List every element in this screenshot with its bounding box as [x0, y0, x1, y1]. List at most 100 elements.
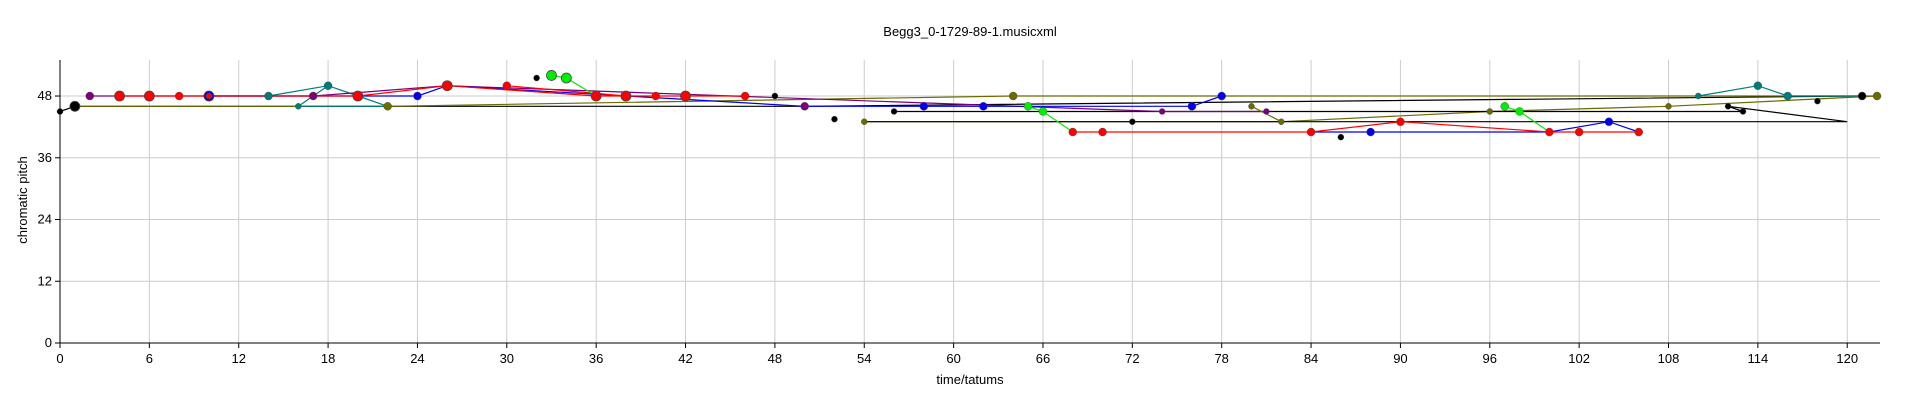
- data-point: [1337, 133, 1345, 141]
- x-tick-label: 48: [768, 351, 782, 366]
- data-point: [1604, 117, 1614, 126]
- data-point: [1753, 81, 1763, 90]
- data-point: [533, 74, 540, 82]
- data-point: [85, 91, 94, 101]
- data-point: [1695, 92, 1702, 100]
- data-point: [114, 90, 125, 102]
- data-point: [590, 90, 602, 102]
- data-point: [1366, 127, 1375, 137]
- data-point: [861, 118, 868, 125]
- x-tick-label: 72: [1125, 351, 1139, 366]
- x-tick-label: 54: [857, 351, 871, 366]
- data-point: [383, 102, 392, 111]
- data-point: [651, 91, 660, 101]
- data-point: [680, 90, 691, 102]
- data-point: [1665, 103, 1672, 110]
- x-tick-label: 84: [1304, 351, 1318, 366]
- x-tick-label: 60: [946, 351, 960, 366]
- series-line-black: [864, 105, 1848, 123]
- series-line-red: [1072, 121, 1639, 133]
- x-tick-label: 114: [1748, 351, 1769, 366]
- y-tick-label: 24: [38, 212, 52, 227]
- data-point: [1248, 103, 1255, 110]
- data-point: [771, 92, 779, 100]
- data-point: [174, 91, 184, 101]
- data-point: [1486, 108, 1493, 115]
- y-tick-label: 12: [38, 273, 52, 288]
- chart-title: Begg3_0-1729-89-1.musicxml: [883, 24, 1057, 39]
- data-point: [1217, 91, 1226, 101]
- series-line-teal: [1698, 85, 1863, 97]
- data-point: [979, 102, 988, 111]
- data-point: [264, 91, 273, 101]
- series-line-blue: [208, 85, 1222, 107]
- x-tick-label: 30: [500, 351, 514, 366]
- y-tick-label: 0: [45, 335, 52, 350]
- data-point: [413, 91, 422, 101]
- data-point: [1263, 108, 1270, 115]
- data-point: [1023, 102, 1033, 111]
- data-point: [1634, 127, 1643, 137]
- data-point: [1038, 107, 1048, 116]
- x-tick-label: 78: [1214, 351, 1228, 366]
- x-tick-label: 24: [410, 351, 424, 366]
- data-point: [143, 90, 155, 102]
- data-point: [1306, 127, 1316, 137]
- data-point: [1814, 97, 1821, 105]
- data-point: [502, 81, 512, 90]
- data-point: [1187, 102, 1197, 111]
- data-point: [441, 80, 453, 92]
- data-point: [1783, 91, 1792, 101]
- x-tick-label: 36: [589, 351, 603, 366]
- data-point: [620, 90, 632, 102]
- data-point: [1739, 108, 1747, 115]
- data-point: [919, 102, 929, 111]
- x-tick-label: 66: [1036, 351, 1050, 366]
- y-axis-label: chromatic pitch: [15, 156, 30, 243]
- x-axis-label: time/tatums: [936, 372, 1004, 387]
- data-point: [295, 103, 302, 110]
- data-point: [1098, 127, 1107, 137]
- axes: [59, 60, 1880, 344]
- x-tick-label: 0: [56, 351, 63, 366]
- data-point: [308, 91, 318, 101]
- x-tick-label: 96: [1483, 351, 1497, 366]
- y-tick-label: 36: [38, 150, 52, 165]
- series-line-olive: [74, 95, 1877, 107]
- data-point: [1545, 127, 1554, 137]
- data-point: [546, 70, 557, 81]
- data-point: [831, 115, 838, 123]
- data-point: [1068, 127, 1077, 137]
- y-tick-label: 48: [38, 88, 52, 103]
- x-tick-label: 42: [678, 351, 692, 366]
- series-line-black: [59, 95, 1863, 113]
- data-point: [352, 90, 364, 102]
- data-point: [800, 102, 809, 111]
- data-point: [890, 108, 898, 115]
- x-tick-label: 6: [146, 351, 153, 366]
- series-points: [56, 70, 1882, 141]
- data-point: [205, 92, 213, 100]
- series-line-olive: [864, 95, 1878, 123]
- data-point: [560, 72, 572, 84]
- x-tick-label: 90: [1393, 351, 1407, 366]
- data-point: [1500, 102, 1509, 111]
- data-point: [1008, 91, 1018, 101]
- data-point: [69, 100, 81, 112]
- x-tick-label: 12: [231, 351, 245, 366]
- data-point: [740, 91, 750, 101]
- grid: [59, 60, 1880, 344]
- data-point: [1724, 103, 1732, 110]
- x-tick-label: 102: [1568, 351, 1590, 366]
- data-point: [1574, 127, 1584, 137]
- x-tick-label: 108: [1658, 351, 1680, 366]
- data-point: [1857, 91, 1867, 101]
- data-point: [1396, 117, 1405, 126]
- data-point: [1278, 118, 1285, 125]
- data-point: [1515, 107, 1524, 116]
- x-tick-label: 18: [321, 351, 335, 366]
- data-point: [1129, 118, 1136, 125]
- tick-labels: 0 6 12 18 24 30 36 42 48 54 60 66 72 78 84 90 96 102 108 11…: [38, 88, 1859, 366]
